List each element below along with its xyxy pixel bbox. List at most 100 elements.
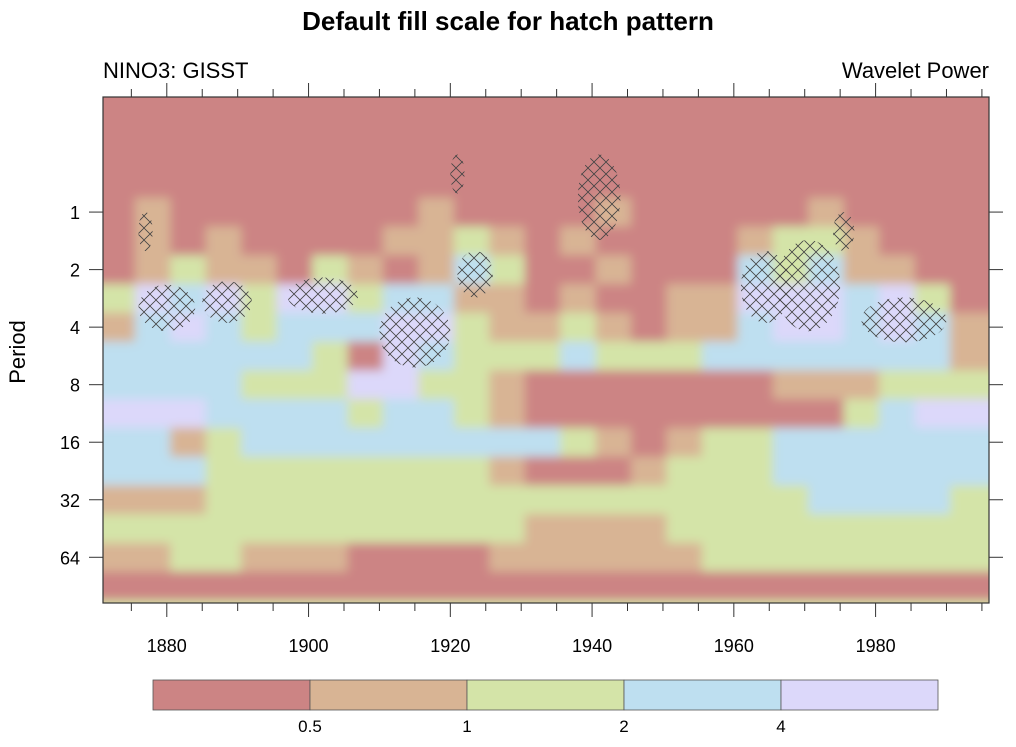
contour-cell: [595, 111, 632, 141]
contour-cell: [276, 485, 313, 515]
hatched-region: [138, 284, 196, 332]
contour-cell: [103, 97, 136, 112]
contour-cell: [560, 399, 597, 429]
contour-cell: [489, 140, 526, 170]
contour-cell: [241, 168, 278, 199]
contour-cell: [879, 456, 916, 486]
contour-cell: [453, 427, 490, 458]
contour-cell: [843, 571, 880, 601]
contour-cell: [560, 600, 597, 603]
contour-cell: [170, 341, 207, 371]
contour-cell: [701, 312, 738, 343]
contour-cell: [489, 168, 526, 199]
contour-cell: [560, 427, 597, 458]
contour-cell: [843, 111, 880, 141]
contour-cell: [666, 542, 703, 573]
contour-cell: [631, 140, 667, 170]
contour-cell: [524, 111, 561, 141]
contour-cell: [808, 370, 845, 400]
x-tick-label: 1880: [147, 636, 187, 656]
contour-cell: [418, 514, 455, 544]
contour-cell: [914, 600, 951, 603]
contour-cell: [382, 255, 419, 285]
contour-cell: [914, 168, 951, 199]
contour-cell: [772, 485, 809, 515]
contour-cell: [382, 600, 419, 603]
contour-cell: [950, 542, 989, 573]
contour-cell: [276, 370, 313, 400]
contour-cell: [701, 542, 738, 573]
contour-cell: [737, 341, 774, 371]
contour-cell: [914, 140, 951, 170]
contour-cell: [701, 255, 738, 285]
contour-cell: [560, 571, 597, 601]
contour-cell: [134, 399, 171, 429]
hatched-region: [833, 212, 855, 252]
contour-cell: [170, 255, 207, 285]
contour-cell: [595, 255, 632, 285]
contour-cell: [808, 341, 845, 371]
contour-cell: [134, 97, 171, 112]
contour-cell: [950, 197, 989, 227]
contour-cell: [382, 140, 419, 170]
contour-cell: [737, 399, 774, 429]
colorbar-box: [466, 679, 625, 711]
colorbar-box: [152, 679, 311, 711]
contour-cell: [524, 514, 561, 544]
contour-cell: [205, 168, 242, 199]
contour-cell: [879, 370, 916, 400]
y-tick-labels: 1 2 4 8 16 32 64: [60, 203, 80, 568]
contour-cell: [347, 370, 384, 400]
contour-cell: [418, 399, 455, 429]
contour-cell: [772, 542, 809, 573]
contour-cell: [737, 514, 774, 544]
y-tick-label: 32: [60, 491, 80, 511]
contour-cell: [276, 600, 313, 603]
contour-cell: [560, 312, 597, 343]
contour-cell: [560, 370, 597, 400]
contour-cell: [914, 341, 951, 371]
contour-cell: [631, 456, 667, 486]
contour-cell: [808, 168, 845, 199]
contour-cell: [347, 456, 384, 486]
contour-cell: [489, 456, 526, 486]
contour-cell: [453, 456, 490, 486]
contour-cell: [103, 600, 136, 603]
contour-cell: [524, 140, 561, 170]
contour-cell: [950, 168, 989, 199]
contour-cell: [453, 399, 490, 429]
contour-cell: [879, 197, 916, 227]
contour-cell: [701, 197, 738, 227]
contour-cell: [276, 542, 313, 573]
contour-cell: [347, 97, 384, 112]
contour-cell: [382, 514, 419, 544]
x-tick-label: 1920: [430, 636, 470, 656]
contour-fill: [103, 97, 989, 603]
contour-cell: [170, 456, 207, 486]
contour-cell: [453, 111, 490, 141]
contour-cell: [453, 226, 490, 256]
contour-cell: [382, 226, 419, 256]
contour-cell: [524, 370, 561, 400]
contour-cell: [843, 140, 880, 170]
contour-cell: [666, 456, 703, 486]
contour-cell: [666, 312, 703, 343]
contour-cell: [631, 399, 667, 429]
contour-cell: [560, 514, 597, 544]
contour-cell: [312, 514, 349, 544]
contour-cell: [312, 197, 349, 227]
hatched-region: [861, 297, 947, 343]
contour-cell: [241, 427, 278, 458]
contour-cell: [170, 542, 207, 573]
contour-cell: [382, 168, 419, 199]
contour-cell: [666, 226, 703, 256]
contour-cell: [595, 399, 632, 429]
contour-cell: [347, 226, 384, 256]
contour-cell: [205, 97, 242, 112]
contour-cell: [134, 111, 171, 141]
contour-cell: [701, 111, 738, 141]
contour-cell: [276, 456, 313, 486]
contour-cell: [595, 427, 632, 458]
contour-cell: [312, 111, 349, 141]
contour-cell: [843, 485, 880, 515]
